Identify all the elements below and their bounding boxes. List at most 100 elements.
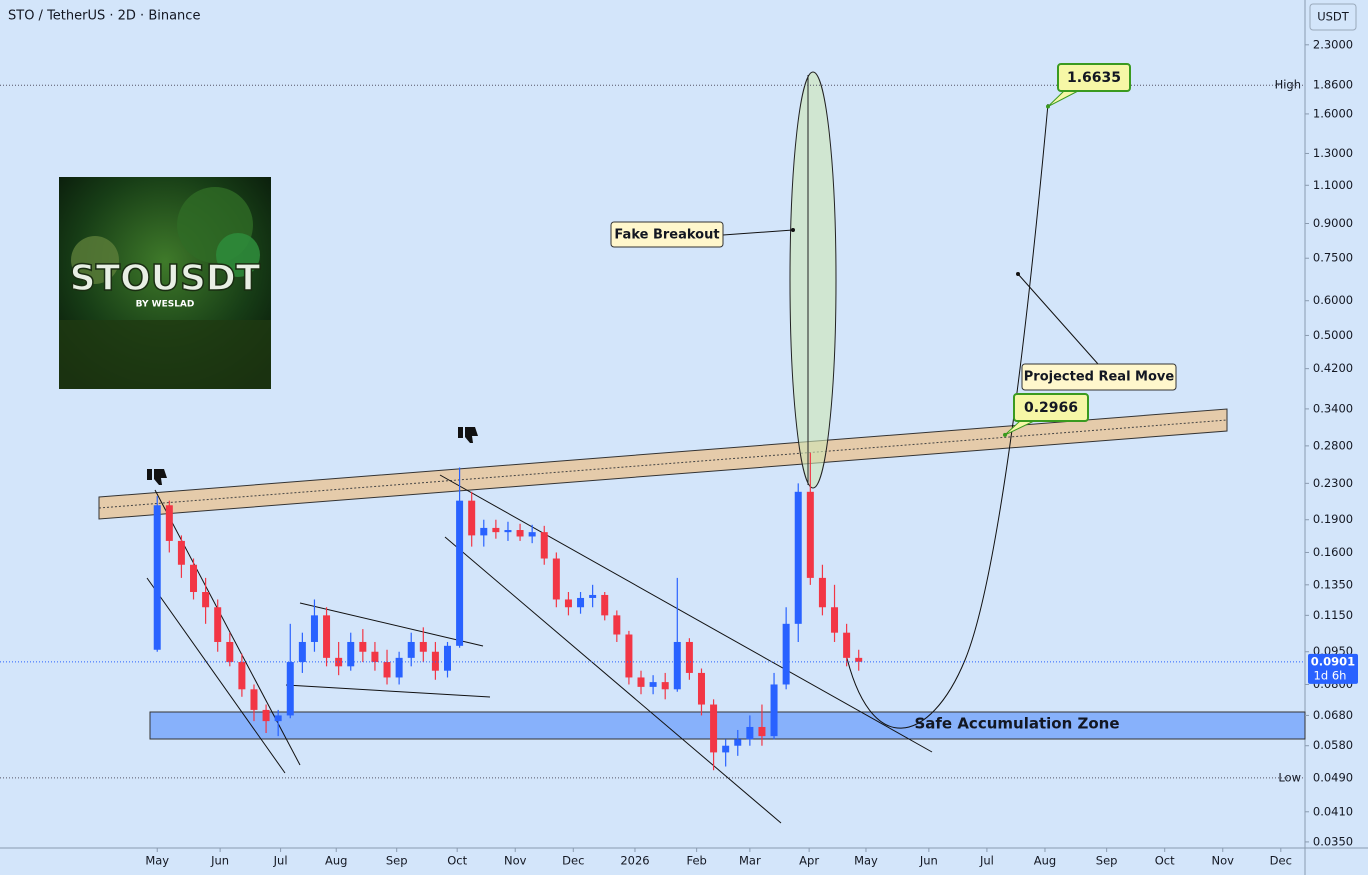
x-tick-label: Jun xyxy=(210,854,229,868)
note: Projected Real Move xyxy=(1024,370,1175,385)
candle-body xyxy=(431,651,439,671)
candle-body xyxy=(286,662,294,716)
trendline xyxy=(439,474,933,753)
logo-title: STOUSDT xyxy=(70,258,261,299)
x-tick-label: Sep xyxy=(1096,854,1118,868)
projection-curve xyxy=(844,103,1049,729)
candle-body xyxy=(202,592,210,608)
candle-body xyxy=(843,632,851,658)
y-tick-label: 0.1600 xyxy=(1313,545,1353,559)
note-box xyxy=(610,221,724,248)
last-price-box xyxy=(1308,653,1358,684)
candle-body xyxy=(323,615,331,658)
candle-body xyxy=(673,641,681,690)
candle-body xyxy=(419,641,427,652)
candle-body xyxy=(697,672,705,705)
callout-dot xyxy=(791,228,795,232)
y-tick-label: 0.9000 xyxy=(1313,216,1353,230)
y-tick-label: 1.1000 xyxy=(1313,178,1353,192)
candle-body xyxy=(335,657,343,667)
extreme-value-box xyxy=(1308,769,1358,786)
candle-body xyxy=(722,745,730,753)
x-tick-label: Sep xyxy=(386,854,408,868)
target-pointer xyxy=(1047,90,1079,107)
logo-subtitle: BY WESLAD xyxy=(136,300,195,310)
y-tick-label: 0.0350 xyxy=(1313,834,1353,848)
y-tick-label: 1.3000 xyxy=(1313,146,1353,160)
candle-body xyxy=(625,634,633,678)
candle-body xyxy=(504,530,512,533)
x-tick-label: Jul xyxy=(979,854,994,868)
y-tick-label: 0.5000 xyxy=(1313,328,1353,342)
y-tick-label: 0.1150 xyxy=(1313,608,1353,622)
x-tick-label: Dec xyxy=(1270,854,1292,868)
x-tick-label: May xyxy=(854,854,878,868)
candle-body xyxy=(226,641,234,663)
candle-body xyxy=(770,684,778,737)
candle-body xyxy=(456,500,464,646)
candle-body xyxy=(516,530,524,537)
candle-body xyxy=(540,532,548,559)
thumb-icon xyxy=(458,427,463,438)
target-point xyxy=(1046,104,1050,109)
target-box xyxy=(1057,63,1131,92)
candle-body xyxy=(153,505,161,650)
trendline xyxy=(285,684,491,698)
candle-body xyxy=(274,715,282,722)
note: Fake Breakout xyxy=(614,228,719,243)
logo-ground xyxy=(59,320,271,389)
y-tick-label: 0.2300 xyxy=(1313,476,1353,490)
x-tick-label: 2026 xyxy=(620,854,649,868)
trendline xyxy=(299,602,484,647)
target-box xyxy=(1013,393,1089,422)
chart-title: STO / TetherUS · 2D · Binance xyxy=(8,9,200,24)
candle-body xyxy=(564,599,572,608)
candle-body xyxy=(649,682,657,687)
candle-body xyxy=(190,564,198,593)
candle-body xyxy=(347,641,355,667)
candle-body xyxy=(492,527,500,533)
x-tick-label: Mar xyxy=(739,854,761,868)
candle-body xyxy=(746,726,754,740)
candle-body xyxy=(395,657,403,678)
zone-label: Safe Accumulation Zone xyxy=(914,715,1119,733)
currency: USDT xyxy=(1317,10,1350,24)
candle-body xyxy=(359,641,367,652)
candle-body xyxy=(710,704,718,753)
trendline xyxy=(146,577,286,774)
x-tick-label: Jul xyxy=(273,854,288,868)
candle-body xyxy=(238,662,246,690)
accumulation-zone xyxy=(149,711,1306,740)
logo-coin xyxy=(216,233,260,277)
y-tick-label: 0.7500 xyxy=(1313,251,1353,265)
x-tick-label: Aug xyxy=(1034,854,1056,868)
callout-line xyxy=(1017,273,1099,365)
candle-body xyxy=(177,540,185,565)
candle-body xyxy=(831,607,839,633)
candle-body xyxy=(250,689,258,710)
thumb-icon xyxy=(147,469,152,480)
candle-body xyxy=(589,594,597,598)
y-tick-label: 0.0410 xyxy=(1313,804,1353,818)
candle-body xyxy=(734,739,742,746)
logo-coin xyxy=(71,236,119,284)
candle-body xyxy=(443,645,451,671)
y-tick-label: 0.2800 xyxy=(1313,438,1353,452)
thumb-icon xyxy=(154,469,167,485)
candle-body xyxy=(214,607,222,642)
y-tick-label: 2.3000 xyxy=(1313,37,1353,51)
x-tick-label: Nov xyxy=(504,854,527,868)
x-tick-label: Aug xyxy=(325,854,347,868)
y-tick-label: 0.1900 xyxy=(1313,512,1353,526)
target-point xyxy=(1003,432,1007,437)
thumbs-down xyxy=(147,427,478,485)
y-tick-label: 0.3400 xyxy=(1313,401,1353,415)
candle-body xyxy=(855,657,863,662)
candle-body xyxy=(806,491,814,578)
x-tick-label: Feb xyxy=(686,854,706,868)
thumb-icon xyxy=(465,427,478,443)
candle-body xyxy=(310,615,318,642)
candle-body xyxy=(818,577,826,608)
candle-body xyxy=(613,615,621,635)
candle-body xyxy=(794,491,802,624)
